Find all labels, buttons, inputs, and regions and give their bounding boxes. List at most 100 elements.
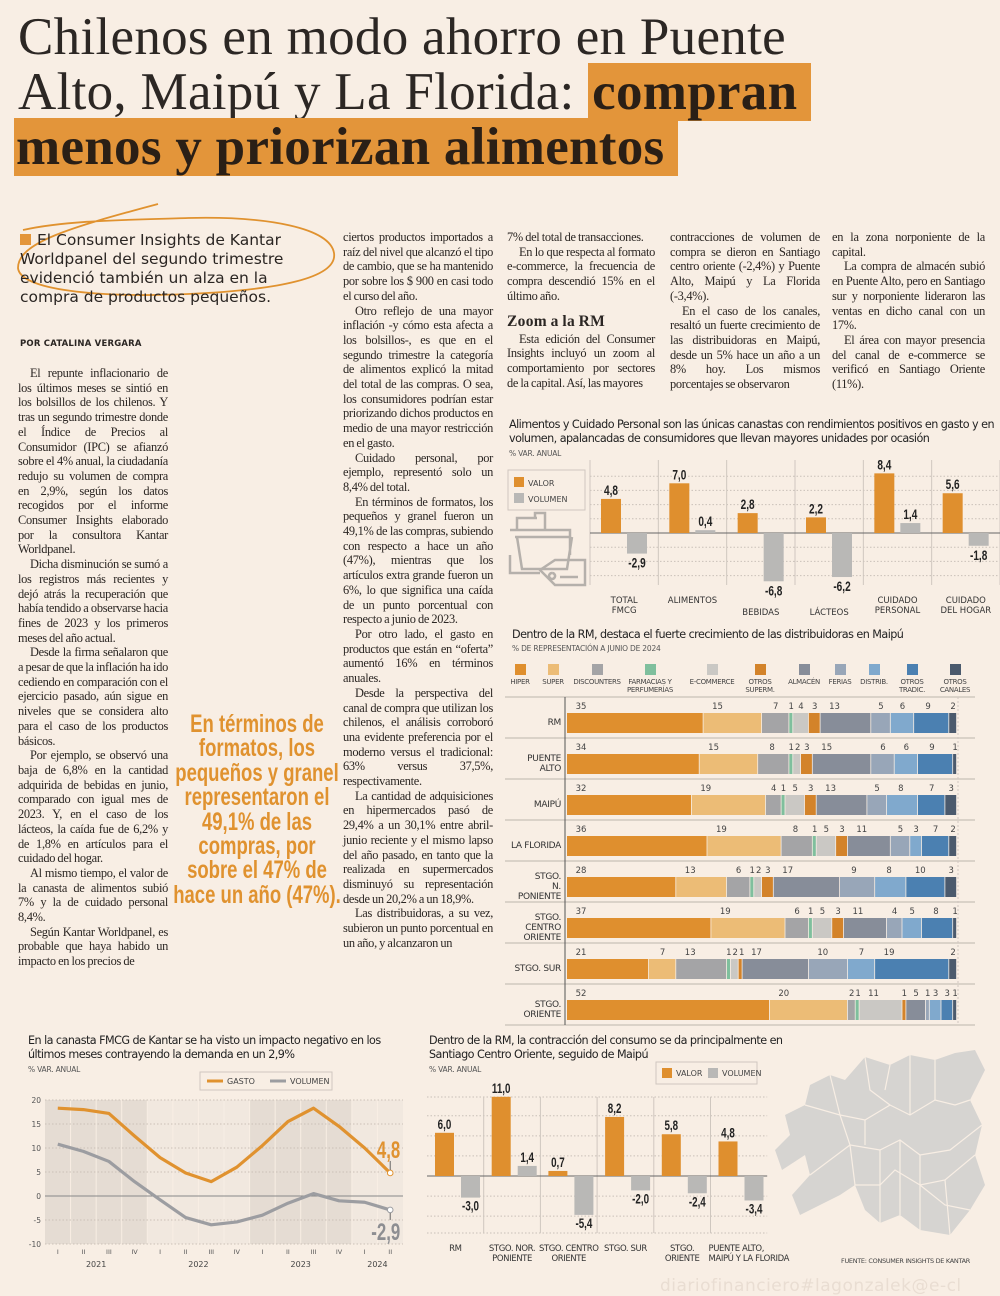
segment-1 — [699, 754, 758, 774]
category-label: DEL HOGAR — [940, 606, 991, 616]
legend-item: OTROS SUPERM. — [720, 664, 800, 694]
segment-0 — [567, 918, 711, 938]
bar-valor — [601, 498, 621, 533]
bar-volumen — [461, 1176, 480, 1198]
x-tick-label: IV — [131, 1248, 138, 1256]
bar-volumen — [763, 533, 784, 582]
data-label: 6,0 — [438, 1116, 452, 1132]
bar-volumen — [517, 1165, 537, 1176]
bar-volumen — [968, 533, 989, 546]
segment-value: 1 — [781, 784, 786, 794]
segment-0 — [567, 877, 676, 897]
data-label: 4,8 — [604, 482, 618, 498]
category-label: STGO. SUR — [604, 1244, 647, 1254]
line-volumen — [57, 1142, 391, 1227]
category-label: ORIENTE — [665, 1254, 700, 1264]
chart-zonas-plot: VALOR VOLUMEN 6,0 -3,0 RM 11,0 1,4 STGO. NOR.PO… — [427, 1061, 790, 1264]
chart-title: En la canasta FMCG de Kantar se ha visto… — [28, 1034, 381, 1061]
x-tick-label: II — [286, 1248, 290, 1256]
segment-5 — [762, 877, 773, 897]
article-column-2: ciertos productos importados a raíz del … — [343, 230, 493, 950]
segment-value: 1 — [808, 907, 813, 917]
line-gasto — [57, 1106, 392, 1184]
legend-swatch — [834, 664, 846, 675]
x-tick-label: II — [184, 1248, 188, 1256]
segment-value: 3 — [948, 784, 953, 794]
segment-value: 1 — [812, 825, 817, 835]
segment-6 — [906, 1000, 925, 1020]
segment-9 — [914, 713, 949, 733]
segment-value: 17 — [782, 866, 793, 876]
paragraph: En lo que respecta al formato e-commerce… — [507, 244, 655, 303]
legend-swatch — [514, 477, 524, 487]
chart-y-label: % VAR. ANUAL — [429, 1065, 482, 1074]
segment-6 — [820, 713, 871, 733]
segment-value: 10 — [915, 866, 926, 876]
segment-value: 11 — [868, 989, 879, 999]
segment-value: 32 — [576, 784, 587, 794]
article-column-4: contracciones de volumen de compra se di… — [670, 230, 820, 392]
byline: POR CATALINA VERGARA — [20, 339, 142, 349]
paragraph: ciertos productos importados a raíz del … — [343, 230, 493, 303]
segment-9 — [941, 1000, 953, 1020]
year-label: 2022 — [188, 1260, 208, 1269]
segment-9 — [921, 918, 953, 938]
segment-4 — [793, 754, 801, 774]
row-label: MAIPÚ — [533, 800, 561, 810]
segment-value: 9 — [929, 743, 934, 753]
data-label: 0,4 — [698, 514, 712, 530]
legend-item: OTROS TRADIC. — [872, 664, 952, 694]
paragraph: La cantidad de adquisiciones en hipermer… — [343, 788, 493, 906]
segment-value: 6 — [880, 743, 885, 753]
segment-value: 2 — [733, 948, 738, 958]
segment-6 — [742, 959, 808, 979]
legend-label: FARMACIAS Y PERFUMERÍAS — [627, 678, 673, 694]
segment-0 — [567, 713, 703, 733]
segment-3 — [812, 836, 816, 856]
segment-value: 21 — [576, 948, 587, 958]
legend-item: DISTRIB. — [834, 664, 914, 686]
segment-value: 13 — [829, 702, 840, 712]
row-label: STGO. N. PONIENTE — [517, 872, 561, 902]
segment-2 — [726, 877, 750, 897]
data-label: 4,8 — [721, 1125, 735, 1141]
chart-fmcg-plot: GASTO VOLUMEN 2021 2022 2023 2024 20 15 10 5 0 -5 -1… — [29, 1071, 403, 1269]
end-label: 4,8 — [377, 1137, 400, 1164]
data-label: 11,0 — [492, 1080, 511, 1096]
row-label: STGO. SUR — [514, 964, 562, 974]
segment-value: 2 — [950, 825, 955, 835]
segment-10 — [953, 1000, 957, 1020]
segment-8 — [910, 836, 922, 856]
segment-value: 6 — [794, 907, 799, 917]
watermark: diariofinanciero#lagonzalek@e-cl — [660, 1276, 962, 1296]
segment-value: 1 — [952, 989, 957, 999]
segment-10 — [945, 877, 957, 897]
segment-value: 13 — [685, 948, 696, 958]
segment-value: 1 — [789, 702, 794, 712]
segment-4 — [793, 713, 808, 733]
segment-1 — [676, 877, 727, 897]
segment-1 — [711, 918, 785, 938]
legend-item: HIPER — [480, 664, 560, 686]
segment-1 — [703, 713, 762, 733]
chart-title: Alimentos y Cuidado Personal son las úni… — [509, 418, 995, 445]
data-label: -3,4 — [746, 1201, 763, 1217]
bar-valor — [737, 513, 758, 533]
segment-3 — [789, 713, 793, 733]
y-tick-label: 5 — [36, 1168, 41, 1177]
article-column-5: en la zona norponiente de la capital. La … — [832, 230, 985, 392]
data-label: 8,4 — [877, 457, 891, 473]
segment-value: 1 — [726, 948, 731, 958]
segment-7 — [890, 836, 910, 856]
segment-value: 13 — [825, 784, 836, 794]
headline-highlight-2: menos y priorizan alimentos — [14, 118, 679, 176]
segment-2 — [762, 713, 789, 733]
legend-label: GASTO — [227, 1077, 255, 1086]
segment-7 — [925, 1000, 929, 1020]
segment-3 — [726, 959, 730, 979]
segment-7 — [867, 795, 886, 815]
segment-value: 52 — [576, 989, 587, 999]
paragraph: Por otro lado, el gasto en productos que… — [343, 626, 493, 686]
segment-value: 9 — [851, 866, 856, 876]
